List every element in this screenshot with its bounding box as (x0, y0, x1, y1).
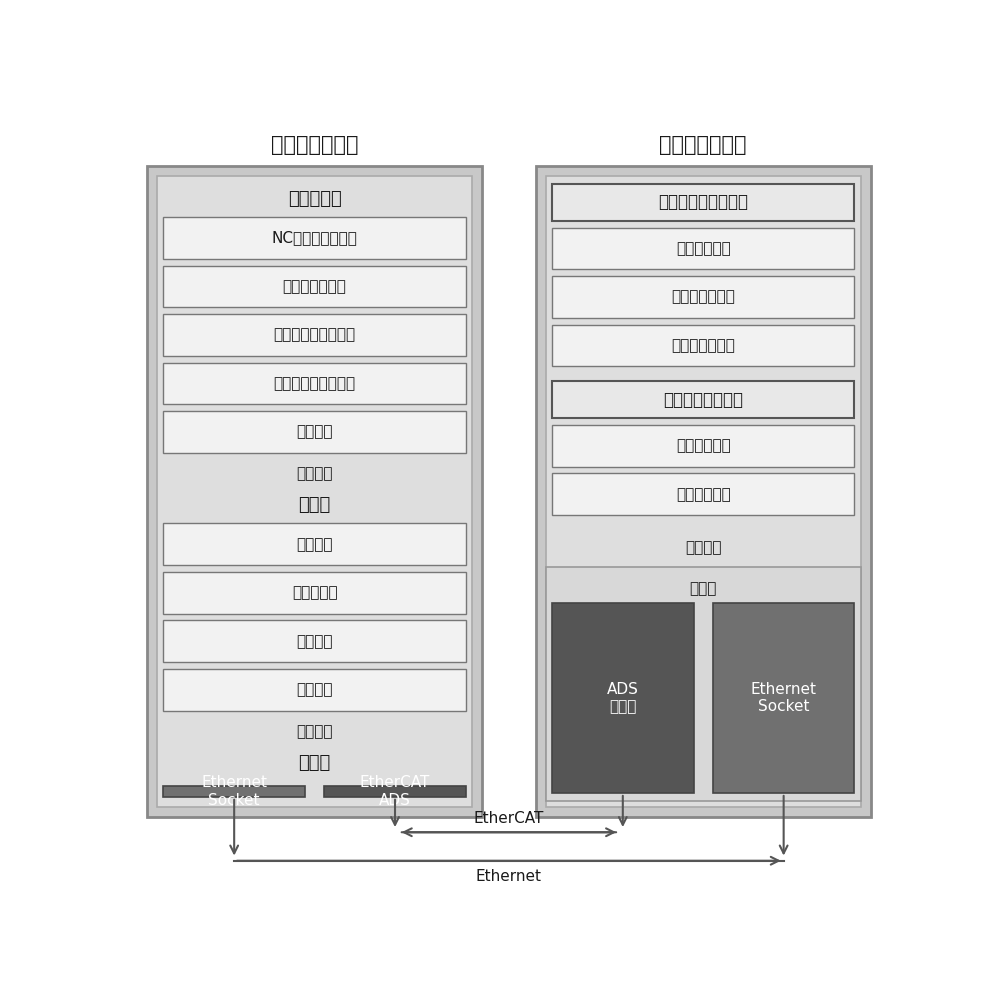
Bar (164, 266, 466, 307)
Text: 通讯层: 通讯层 (299, 754, 331, 772)
Text: Ethernet
Socket: Ethernet Socket (202, 775, 267, 808)
Bar (164, 572, 466, 614)
Bar (164, 314, 466, 356)
Text: 算法调用: 算法调用 (296, 537, 333, 552)
Bar (552, 276, 854, 318)
Text: 数据库调用: 数据库调用 (292, 585, 338, 600)
Text: 电钻电压设定: 电钻电压设定 (676, 438, 731, 453)
Text: 测量控制: 测量控制 (296, 424, 333, 439)
Text: 人机交互层: 人机交互层 (288, 190, 342, 208)
Text: NC代码加载与显示: NC代码加载与显示 (272, 230, 357, 245)
Bar (164, 363, 466, 404)
Bar (536, 166, 871, 817)
Text: 消息机制: 消息机制 (296, 466, 333, 481)
Bar (546, 567, 861, 801)
Bar (552, 228, 854, 269)
Bar (157, 176, 472, 807)
Text: 末端执行器控制: 末端执行器控制 (283, 279, 347, 294)
Text: 消息机制: 消息机制 (296, 724, 333, 739)
Bar (164, 217, 466, 259)
Bar (164, 411, 466, 453)
Text: 下位层运动控制: 下位层运动控制 (659, 135, 747, 155)
Bar (713, 603, 854, 793)
Text: EtherCAT: EtherCAT (474, 811, 544, 826)
Bar (552, 603, 693, 793)
Text: 电钻延时设定: 电钻延时设定 (676, 487, 731, 502)
Text: 机器人运行状态显示: 机器人运行状态显示 (273, 376, 355, 391)
Bar (552, 425, 854, 467)
Bar (552, 381, 854, 418)
Bar (164, 620, 466, 662)
Bar (164, 523, 466, 565)
Text: 上位层集成控制: 上位层集成控制 (271, 135, 358, 155)
Bar (552, 184, 854, 221)
Text: 通讯层: 通讯层 (689, 581, 717, 596)
Text: 机器人走位运动: 机器人走位运动 (671, 338, 735, 353)
Bar (546, 176, 861, 807)
Bar (147, 166, 482, 817)
Text: 运行速度设定: 运行速度设定 (676, 241, 731, 256)
Text: EtherCAT
ADS: EtherCAT ADS (359, 775, 430, 808)
Bar (552, 473, 854, 515)
Text: Ethernet
Socket: Ethernet Socket (751, 682, 816, 714)
Bar (164, 786, 305, 797)
Bar (164, 669, 466, 711)
Text: 通讯机制: 通讯机制 (685, 541, 722, 556)
Text: 机器人外部自动控制: 机器人外部自动控制 (273, 327, 355, 342)
Text: 工作坐标系设定: 工作坐标系设定 (671, 290, 735, 305)
Text: 末端执行系统控制: 末端执行系统控制 (663, 391, 743, 409)
Bar (324, 786, 466, 797)
Text: 处理层: 处理层 (299, 496, 331, 514)
Bar (552, 325, 854, 366)
Text: ADS
服务器: ADS 服务器 (607, 682, 638, 714)
Text: 日志管理: 日志管理 (296, 634, 333, 649)
Text: 机器人外部自动控制: 机器人外部自动控制 (658, 193, 749, 211)
Text: Ethernet: Ethernet (476, 869, 542, 884)
Text: 逻辑控制: 逻辑控制 (296, 682, 333, 697)
